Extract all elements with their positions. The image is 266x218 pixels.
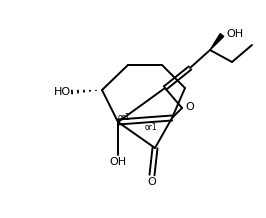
Text: O: O: [185, 102, 194, 112]
Polygon shape: [210, 34, 224, 50]
Text: HO: HO: [54, 87, 71, 97]
Text: O: O: [148, 177, 156, 187]
Text: or1: or1: [145, 124, 158, 133]
Text: OH: OH: [226, 29, 243, 39]
Text: OH: OH: [109, 157, 127, 167]
Text: or1: or1: [118, 114, 131, 123]
